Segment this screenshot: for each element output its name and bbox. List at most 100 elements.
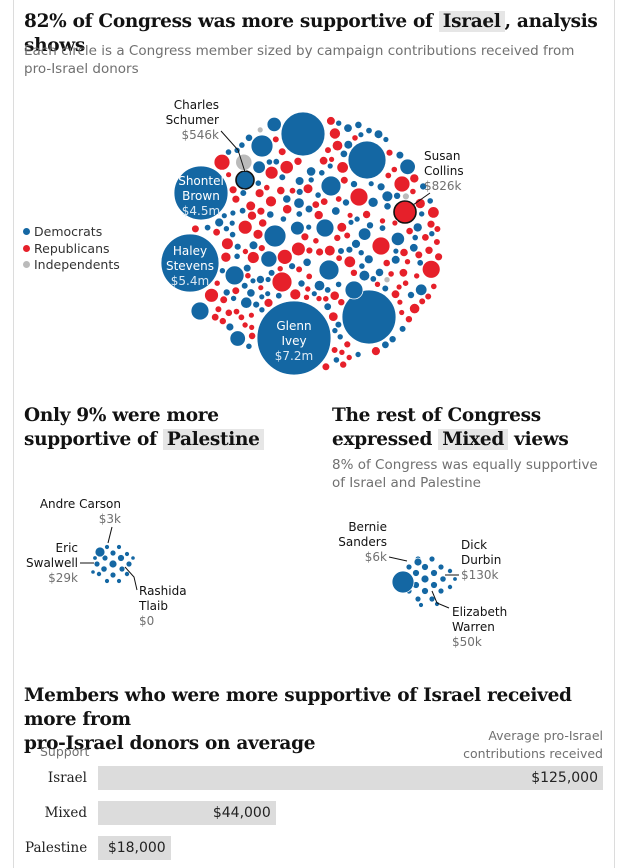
member-bubble xyxy=(320,197,329,206)
member-bubble xyxy=(336,161,349,174)
member-bubble xyxy=(433,225,442,233)
member-bubble xyxy=(349,180,358,189)
member-bubble xyxy=(409,243,419,253)
member-bubble xyxy=(252,228,264,240)
member-bubble xyxy=(312,237,320,245)
member-bubble xyxy=(295,210,303,218)
member-bubble xyxy=(290,220,305,236)
member-bubble xyxy=(233,252,241,260)
member-bubble xyxy=(246,288,256,298)
member-bubble xyxy=(326,116,336,126)
member-bubble xyxy=(409,173,420,184)
member-bubble xyxy=(381,190,394,203)
bar-column-value: Average pro-Israel contributions receive… xyxy=(463,728,603,761)
member-bubble xyxy=(373,129,384,140)
leader-line-carson xyxy=(107,526,113,544)
member-bubble xyxy=(248,331,257,340)
member-bubble xyxy=(345,245,354,254)
member-bubble xyxy=(365,126,373,135)
member-bubble xyxy=(383,202,392,211)
member-bubble xyxy=(257,244,266,253)
palestine-bubble xyxy=(124,551,130,557)
member-bubble xyxy=(391,219,399,227)
member-bubble xyxy=(337,298,346,307)
member-bubble xyxy=(382,136,390,143)
right-divider xyxy=(614,0,615,868)
member-bubble xyxy=(240,296,253,309)
member-bubble xyxy=(363,254,374,265)
palestine-bubble xyxy=(100,565,108,573)
palestine-bubble xyxy=(118,565,126,573)
label-ivey-amount: $7.2m xyxy=(275,349,313,363)
member-bubble xyxy=(264,165,279,180)
member-bubble xyxy=(293,156,303,166)
mixed-subtitle: 8% of Congress was equally supportive of… xyxy=(332,457,598,491)
member-bubble xyxy=(382,258,391,268)
member-bubble xyxy=(354,350,362,358)
member-bubble xyxy=(349,268,358,277)
member-bubble xyxy=(411,234,419,242)
member-bubble xyxy=(255,274,265,284)
member-bubble xyxy=(353,215,361,223)
member-bubble xyxy=(345,353,353,361)
member-bubble xyxy=(237,313,246,321)
label-sanders-amount: $6k xyxy=(365,550,387,564)
member-bubble xyxy=(252,160,266,174)
label-swalwell: Swalwell xyxy=(26,556,78,570)
left-divider xyxy=(13,0,14,868)
title-highlight-mixed: Mixed xyxy=(438,429,508,450)
member-bubble xyxy=(398,325,407,333)
member-bubble xyxy=(263,224,287,248)
bar-column-support: Support xyxy=(40,744,90,759)
member-bubble xyxy=(390,254,401,265)
label-sanders: Sanders xyxy=(338,535,387,549)
member-bubble xyxy=(351,134,359,142)
mixed-bubble xyxy=(439,575,447,583)
member-bubble xyxy=(396,298,404,306)
page-subtitle: Each circle is a Congress member sized b… xyxy=(24,43,575,77)
member-bubble xyxy=(338,348,346,356)
member-bubble xyxy=(328,127,341,140)
member-bubble xyxy=(277,147,287,157)
member-bubble xyxy=(279,215,287,223)
label-stevens: Haley xyxy=(173,244,207,258)
member-bubble xyxy=(295,265,303,274)
member-bubble xyxy=(231,286,241,296)
member-bubble xyxy=(288,262,297,271)
palestine-bubble xyxy=(94,546,106,558)
member-bubble xyxy=(264,276,272,283)
member-bubble xyxy=(240,281,249,290)
member-bubble xyxy=(335,119,343,127)
member-bubble xyxy=(219,295,229,305)
palestine-bubble xyxy=(92,555,98,561)
member-bubble xyxy=(214,305,223,314)
label-durbin: Durbin xyxy=(461,553,501,567)
member-bubble xyxy=(266,116,282,133)
member-bubble xyxy=(246,251,260,264)
member-bubble xyxy=(294,176,305,186)
member-bubble xyxy=(318,259,340,281)
member-bubble xyxy=(302,257,312,267)
bar-value-label: $44,000 xyxy=(212,805,271,821)
member-bubble xyxy=(230,294,238,302)
member-bubble xyxy=(385,148,394,157)
member-bubble xyxy=(235,170,255,190)
member-bubble xyxy=(419,182,428,191)
member-bubble xyxy=(265,158,273,166)
member-bubble xyxy=(322,295,330,303)
member-bubble xyxy=(390,231,405,246)
member-bubble xyxy=(426,219,436,229)
member-bubble xyxy=(271,271,293,293)
label-swalwell-amount: $29k xyxy=(48,571,78,585)
member-bubble xyxy=(254,188,265,199)
member-bubble xyxy=(365,221,374,230)
label-brown-amount: $4.5m xyxy=(182,204,220,218)
member-bubble xyxy=(302,183,314,195)
member-bubble xyxy=(408,302,421,315)
mixed-title: The rest of Congress expressed Mixed vie… xyxy=(332,405,569,450)
member-bubble xyxy=(260,250,278,268)
member-bubble xyxy=(358,269,371,282)
member-bubble xyxy=(347,140,387,180)
member-bubble xyxy=(305,246,314,255)
